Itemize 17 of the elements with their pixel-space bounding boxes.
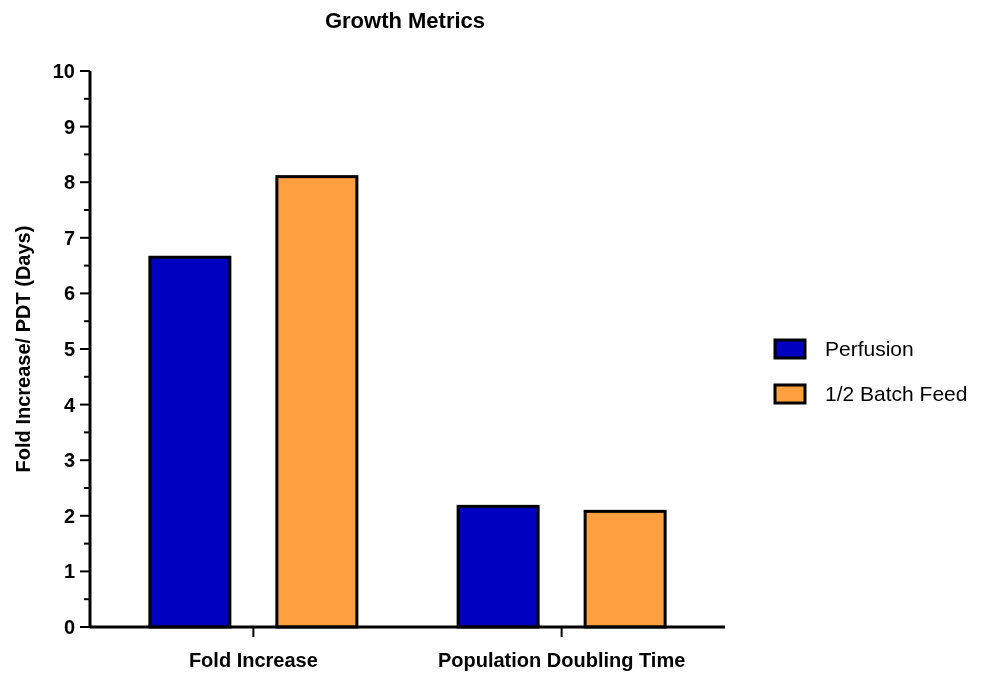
x-tick-label: Fold Increase	[188, 649, 318, 671]
y-axis-title: Fold Increase/ PDT (Days)	[12, 225, 34, 473]
x-tick-label: Population Doubling Time	[437, 649, 686, 671]
y-tick-label: 3	[63, 449, 75, 472]
y-tick-label: 8	[63, 171, 75, 194]
legend-label: Perfusion	[825, 337, 914, 361]
y-tick-label: 7	[63, 226, 75, 249]
y-tick-label: 4	[63, 393, 76, 416]
y-tick-label: 2	[63, 504, 75, 527]
y-tick-label: 5	[63, 338, 75, 360]
y-tick-label: 9	[63, 115, 75, 138]
legend-label: 1/2 Batch Feed	[825, 382, 968, 406]
y-tick-label: 1	[63, 560, 75, 583]
y-tick-label: 10	[52, 60, 75, 82]
y-tick-label: 0	[63, 616, 75, 638]
y-tick-label: 6	[63, 282, 75, 305]
chart-title: Growth Metrics	[324, 8, 486, 33]
